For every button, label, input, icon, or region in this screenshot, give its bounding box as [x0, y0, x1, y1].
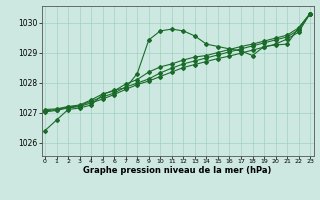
X-axis label: Graphe pression niveau de la mer (hPa): Graphe pression niveau de la mer (hPa)	[84, 166, 272, 175]
